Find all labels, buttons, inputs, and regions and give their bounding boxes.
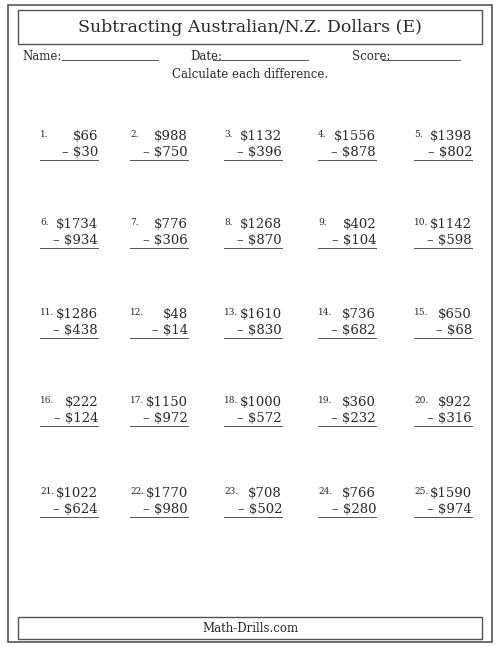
Text: – $306: – $306 (144, 234, 188, 247)
Text: – $30: – $30 (62, 146, 98, 159)
Text: – $598: – $598 (428, 234, 472, 247)
Text: $1398: $1398 (430, 130, 472, 143)
Text: 24.: 24. (318, 487, 332, 496)
Text: $1022: $1022 (56, 487, 98, 500)
Bar (18, 617, 482, 639)
Text: $650: $650 (438, 308, 472, 321)
Text: 18.: 18. (224, 396, 238, 405)
Text: Math-Drills.com: Math-Drills.com (202, 622, 298, 635)
Text: Calculate each difference.: Calculate each difference. (172, 67, 328, 80)
Text: 1.: 1. (40, 130, 48, 139)
Text: 12.: 12. (130, 308, 144, 317)
Text: 4.: 4. (318, 130, 326, 139)
Text: $1610: $1610 (240, 308, 282, 321)
Text: – $14: – $14 (152, 324, 188, 337)
Text: 8.: 8. (224, 218, 232, 227)
Text: – $972: – $972 (144, 412, 188, 425)
Text: 9.: 9. (318, 218, 326, 227)
Text: – $232: – $232 (332, 412, 376, 425)
Text: – $68: – $68 (436, 324, 472, 337)
Text: – $974: – $974 (427, 503, 472, 516)
Text: $66: $66 (72, 130, 98, 143)
Text: $1000: $1000 (240, 396, 282, 409)
Text: – $572: – $572 (238, 412, 282, 425)
Text: 20.: 20. (414, 396, 428, 405)
Text: $776: $776 (154, 218, 188, 231)
Text: 15.: 15. (414, 308, 428, 317)
Text: $1150: $1150 (146, 396, 188, 409)
Text: 10.: 10. (414, 218, 428, 227)
Text: $736: $736 (342, 308, 376, 321)
Text: $988: $988 (154, 130, 188, 143)
Text: – $802: – $802 (428, 146, 472, 159)
Text: – $870: – $870 (238, 234, 282, 247)
Text: $1286: $1286 (56, 308, 98, 321)
Text: – $316: – $316 (427, 412, 472, 425)
Text: 3.: 3. (224, 130, 232, 139)
Text: $1734: $1734 (56, 218, 98, 231)
Text: – $878: – $878 (332, 146, 376, 159)
Text: 11.: 11. (40, 308, 54, 317)
Text: $222: $222 (64, 396, 98, 409)
Text: $1268: $1268 (240, 218, 282, 231)
Text: – $750: – $750 (144, 146, 188, 159)
Bar (18, 10, 482, 44)
Text: – $980: – $980 (144, 503, 188, 516)
Text: – $396: – $396 (237, 146, 282, 159)
Text: Subtracting Australian/N.Z. Dollars (E): Subtracting Australian/N.Z. Dollars (E) (78, 19, 422, 36)
Text: $1556: $1556 (334, 130, 376, 143)
Text: 13.: 13. (224, 308, 238, 317)
Text: Date:: Date: (190, 50, 222, 63)
Text: 17.: 17. (130, 396, 144, 405)
Text: $1132: $1132 (240, 130, 282, 143)
Text: $1770: $1770 (146, 487, 188, 500)
Text: 22.: 22. (130, 487, 144, 496)
Text: – $624: – $624 (54, 503, 98, 516)
Text: – $682: – $682 (332, 324, 376, 337)
Text: – $280: – $280 (332, 503, 376, 516)
Text: 25.: 25. (414, 487, 428, 496)
Text: Name:: Name: (22, 50, 62, 63)
Text: – $934: – $934 (53, 234, 98, 247)
Text: 23.: 23. (224, 487, 238, 496)
Text: – $830: – $830 (238, 324, 282, 337)
Text: 5.: 5. (414, 130, 423, 139)
Text: – $124: – $124 (54, 412, 98, 425)
Text: 19.: 19. (318, 396, 332, 405)
Text: $360: $360 (342, 396, 376, 409)
Text: $402: $402 (342, 218, 376, 231)
Text: 21.: 21. (40, 487, 54, 496)
Text: – $438: – $438 (54, 324, 98, 337)
Text: $1142: $1142 (430, 218, 472, 231)
Text: 6.: 6. (40, 218, 48, 227)
Text: 7.: 7. (130, 218, 138, 227)
Text: $48: $48 (163, 308, 188, 321)
Text: $1590: $1590 (430, 487, 472, 500)
Text: – $502: – $502 (238, 503, 282, 516)
Text: $708: $708 (248, 487, 282, 500)
Text: – $104: – $104 (332, 234, 376, 247)
Text: $766: $766 (342, 487, 376, 500)
Text: 14.: 14. (318, 308, 332, 317)
Text: 16.: 16. (40, 396, 54, 405)
Text: Score:: Score: (352, 50, 391, 63)
Text: 2.: 2. (130, 130, 138, 139)
Text: $922: $922 (438, 396, 472, 409)
